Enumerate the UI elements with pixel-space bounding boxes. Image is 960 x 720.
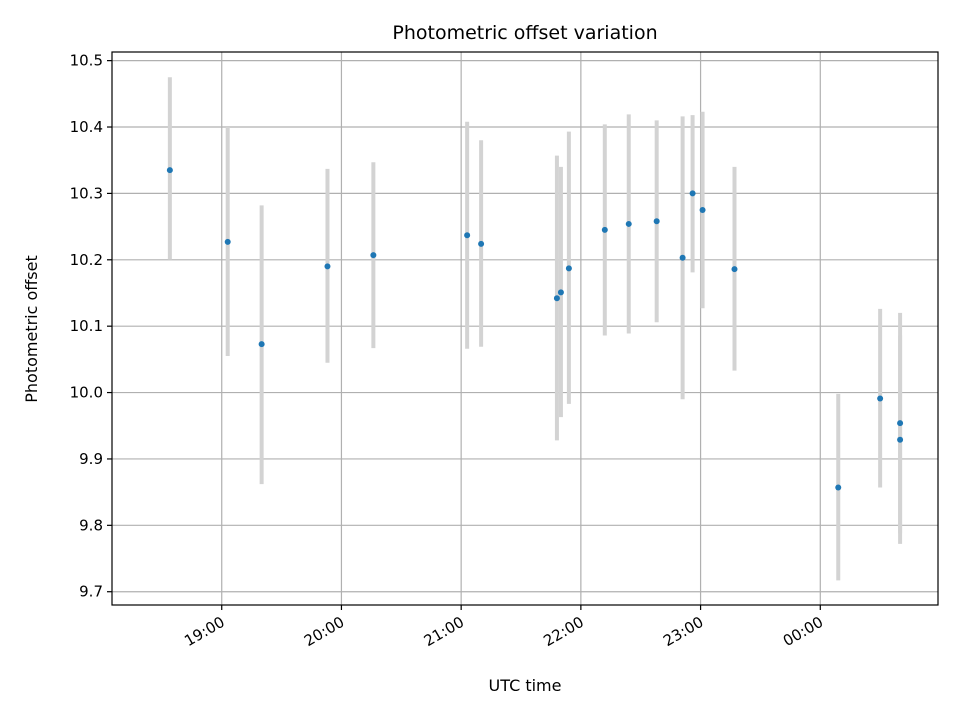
data-points <box>166 167 904 491</box>
data-point <box>557 289 564 296</box>
data-point <box>877 395 884 402</box>
data-point <box>897 420 904 427</box>
y-axis-ticks: 9.7 9.8 9.9 10.0 10.1 10.2 10.3 10.4 10.5 <box>70 52 112 601</box>
data-point <box>464 232 471 239</box>
y-tick-label: 10.4 <box>70 118 103 136</box>
y-axis-label: Photometric offset <box>22 255 41 403</box>
data-point <box>478 240 485 247</box>
data-point <box>835 484 842 491</box>
data-point <box>166 167 173 174</box>
data-point <box>731 266 738 273</box>
y-tick-label: 10.1 <box>70 317 103 335</box>
data-point <box>689 190 696 197</box>
y-tick-label: 10.2 <box>70 251 103 269</box>
y-tick-label: 9.7 <box>79 583 103 601</box>
x-axis-label: UTC time <box>489 676 562 695</box>
data-point <box>601 226 608 233</box>
data-point <box>679 254 686 261</box>
data-point <box>897 436 904 443</box>
data-point <box>224 238 231 245</box>
data-point <box>653 218 660 225</box>
data-point <box>324 263 331 270</box>
data-point <box>699 207 706 213</box>
y-tick-label: 10.3 <box>70 184 103 202</box>
y-tick-label: 9.9 <box>79 450 103 468</box>
data-point <box>625 220 632 227</box>
y-tick-label: 9.8 <box>79 516 103 534</box>
data-point <box>565 265 572 272</box>
data-point <box>370 252 377 259</box>
plot-frame <box>111 51 939 606</box>
chart-title: Photometric offset variation <box>392 22 657 44</box>
grid <box>112 52 938 605</box>
data-point <box>258 341 265 348</box>
y-tick-label: 10.5 <box>70 52 103 70</box>
data-point <box>553 295 560 302</box>
y-tick-label: 10.0 <box>70 384 103 402</box>
